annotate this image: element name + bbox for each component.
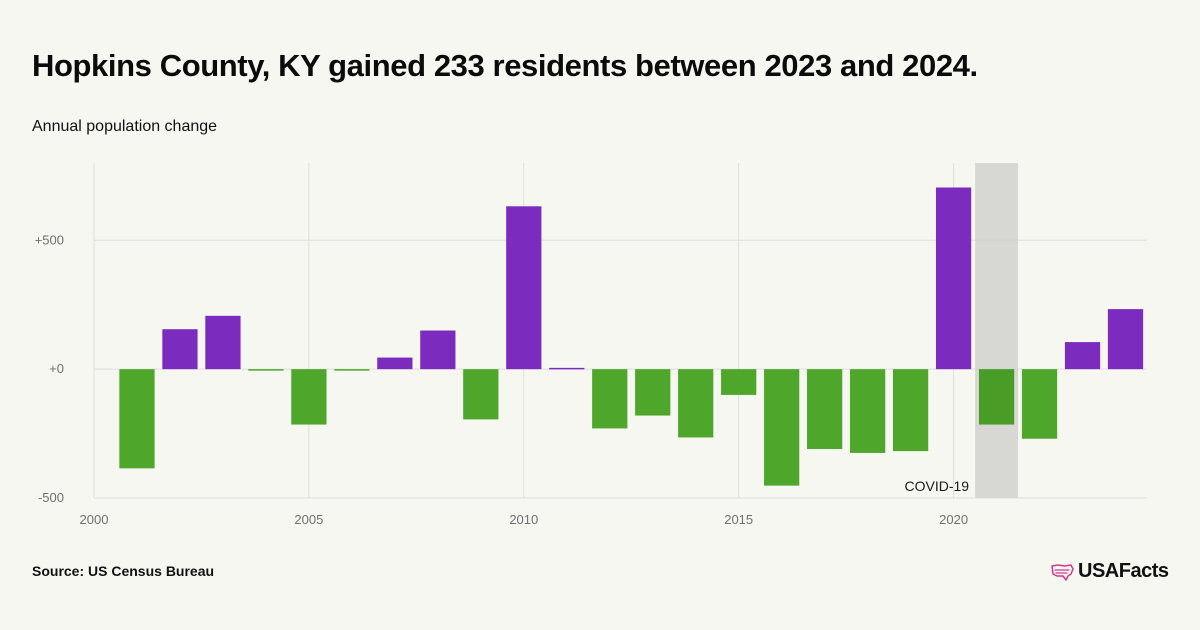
bar-2022 (1021, 369, 1058, 439)
covid-band-overlay (975, 163, 1019, 498)
bar-2019 (892, 369, 929, 452)
bar-2004 (248, 369, 284, 371)
bar-2017 (807, 369, 843, 450)
bar-2016 (764, 369, 800, 486)
bar-2002 (162, 329, 198, 370)
bar-2021 (978, 369, 1015, 425)
bar-2011 (549, 367, 585, 370)
bar-2012 (592, 369, 628, 429)
y-tick-label: -500 (38, 490, 64, 505)
covid-band (975, 163, 1019, 498)
x-tick-label: 2010 (509, 512, 538, 527)
x-tick-label: 2015 (724, 512, 753, 527)
bar-2009 (463, 369, 499, 420)
bar-2010 (506, 206, 542, 370)
x-tick-label: 2020 (939, 512, 968, 527)
bar-2015 (721, 369, 757, 395)
bar-2008 (420, 330, 456, 370)
source-note: Source: US Census Bureau (32, 563, 215, 579)
bar-2023 (1064, 342, 1101, 370)
covid-label: COVID-19 (905, 478, 970, 494)
usa-map-icon (1051, 563, 1074, 581)
brand-name: USAFacts (1078, 560, 1169, 582)
usafacts-logo: USAFacts (1050, 560, 1169, 583)
bar-2001 (119, 369, 155, 469)
chart-title: Hopkins County, KY gained 233 residents … (32, 48, 978, 83)
bar-2005 (291, 369, 327, 425)
bar-2014 (678, 369, 714, 438)
y-tick-label: +500 (35, 232, 64, 247)
bar-2018 (850, 369, 886, 453)
x-tick-label: 2000 (80, 512, 109, 527)
x-tick-label: 2005 (294, 512, 323, 527)
bar-2007 (377, 357, 413, 370)
bar-2024 (1107, 309, 1144, 370)
bar-2013 (635, 369, 671, 416)
y-tick-label: +0 (49, 361, 64, 376)
chart-subtitle: Annual population change (32, 118, 218, 135)
bar-2006 (334, 369, 370, 371)
bar-2020 (935, 187, 972, 370)
bar-2003 (205, 315, 241, 370)
